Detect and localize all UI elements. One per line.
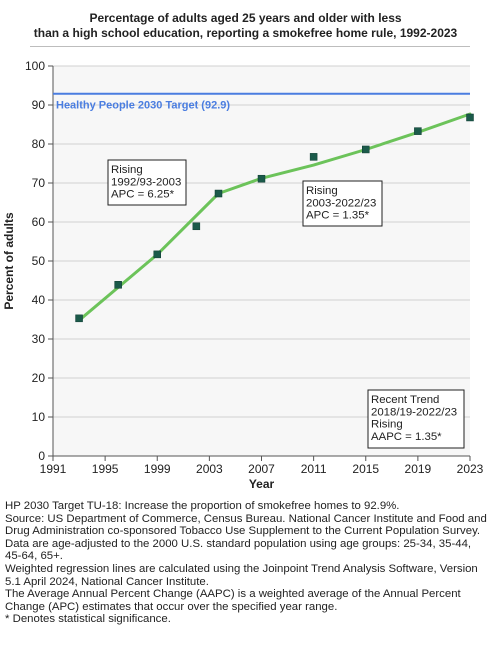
y-tick-label: 100 (25, 59, 45, 73)
y-tick-label: 70 (32, 176, 46, 190)
x-tick-label: 2003 (196, 462, 223, 476)
smokefree-home-chart: 0 10 20 30 40 50 60 70 80 90 100 1991 1995 1999 2003 20… (2, 59, 484, 491)
y-tick-label: 60 (32, 215, 46, 229)
y-tick-label: 40 (32, 293, 46, 307)
y-tick-label: 30 (32, 332, 46, 346)
annotation-text: APC = 6.25* (111, 189, 175, 201)
chart-title-line-2: than a high school education, reporting … (33, 26, 458, 40)
annotation-text: AAPC = 1.35* (371, 431, 442, 443)
data-point (362, 145, 370, 154)
trend-line (77, 112, 472, 322)
x-tick-label: 2011 (301, 462, 327, 476)
title-divider (30, 46, 470, 47)
y-tick-label: 0 (38, 449, 45, 463)
data-point (414, 127, 422, 135)
footnote-significance: * Denotes statistical significance. (5, 613, 171, 626)
y-tick-label: 10 (32, 410, 46, 424)
y-axis-label: Percent of adults (2, 212, 16, 310)
data-point (309, 153, 318, 161)
x-tick-label: 2015 (352, 462, 379, 476)
y-tick-label: 80 (32, 137, 46, 151)
data-point (114, 281, 122, 289)
x-tick-label: 1999 (144, 462, 171, 476)
annotation-text: 2003-2022/23 (306, 197, 376, 209)
x-tick-label: 1991 (40, 462, 67, 476)
y-tick-label: 90 (32, 98, 46, 112)
chart-title-line-1: Percentage of adults aged 25 years and o… (89, 11, 402, 25)
footnotes: HP 2030 Target TU-18: Increase the propo… (5, 500, 487, 626)
data-point (192, 222, 201, 231)
data-point (214, 189, 223, 198)
target-label: Healthy People 2030 Target (92.9) (56, 100, 230, 112)
footnote-age-adjust: Data are age-adjusted to the 2000 U.S. s… (5, 537, 472, 563)
annotation-box (302, 180, 383, 227)
y-tick-label: 50 (32, 254, 46, 268)
chart-title: Percentage of adults aged 25 years and o… (0, 11, 491, 41)
data-point (257, 174, 266, 183)
x-axis-label: Year (249, 477, 275, 491)
footnote-regression: Weighted regression lines are calculated… (5, 562, 478, 588)
annotation-text: APC = 1.35* (306, 210, 370, 222)
annotation-box (107, 159, 187, 206)
annotation-text: Rising (371, 419, 403, 431)
x-tick-label: 2023 (457, 462, 484, 476)
annotation-box (367, 389, 465, 449)
annotation-text: Recent Trend (371, 394, 439, 406)
x-tick-label: 1995 (92, 462, 119, 476)
footnote-source: Source: US Department of Commerce, Censu… (5, 512, 487, 538)
x-tick-label: 2019 (405, 462, 432, 476)
footnote-aapc: The Average Annual Percent Change (AAPC)… (5, 588, 461, 613)
data-point (75, 314, 83, 323)
data-point (466, 113, 474, 122)
annotation-text: 2018/19-2022/23 (371, 406, 457, 418)
x-tick-label: 2007 (248, 462, 275, 476)
annotation-text: Rising (306, 185, 338, 197)
data-point (153, 250, 161, 259)
annotation-text: Rising (111, 164, 143, 176)
footnote-target: HP 2030 Target TU-18: Increase the propo… (5, 500, 400, 512)
y-tick-label: 20 (32, 371, 46, 385)
annotation-text: 1992/93-2003 (111, 176, 181, 188)
